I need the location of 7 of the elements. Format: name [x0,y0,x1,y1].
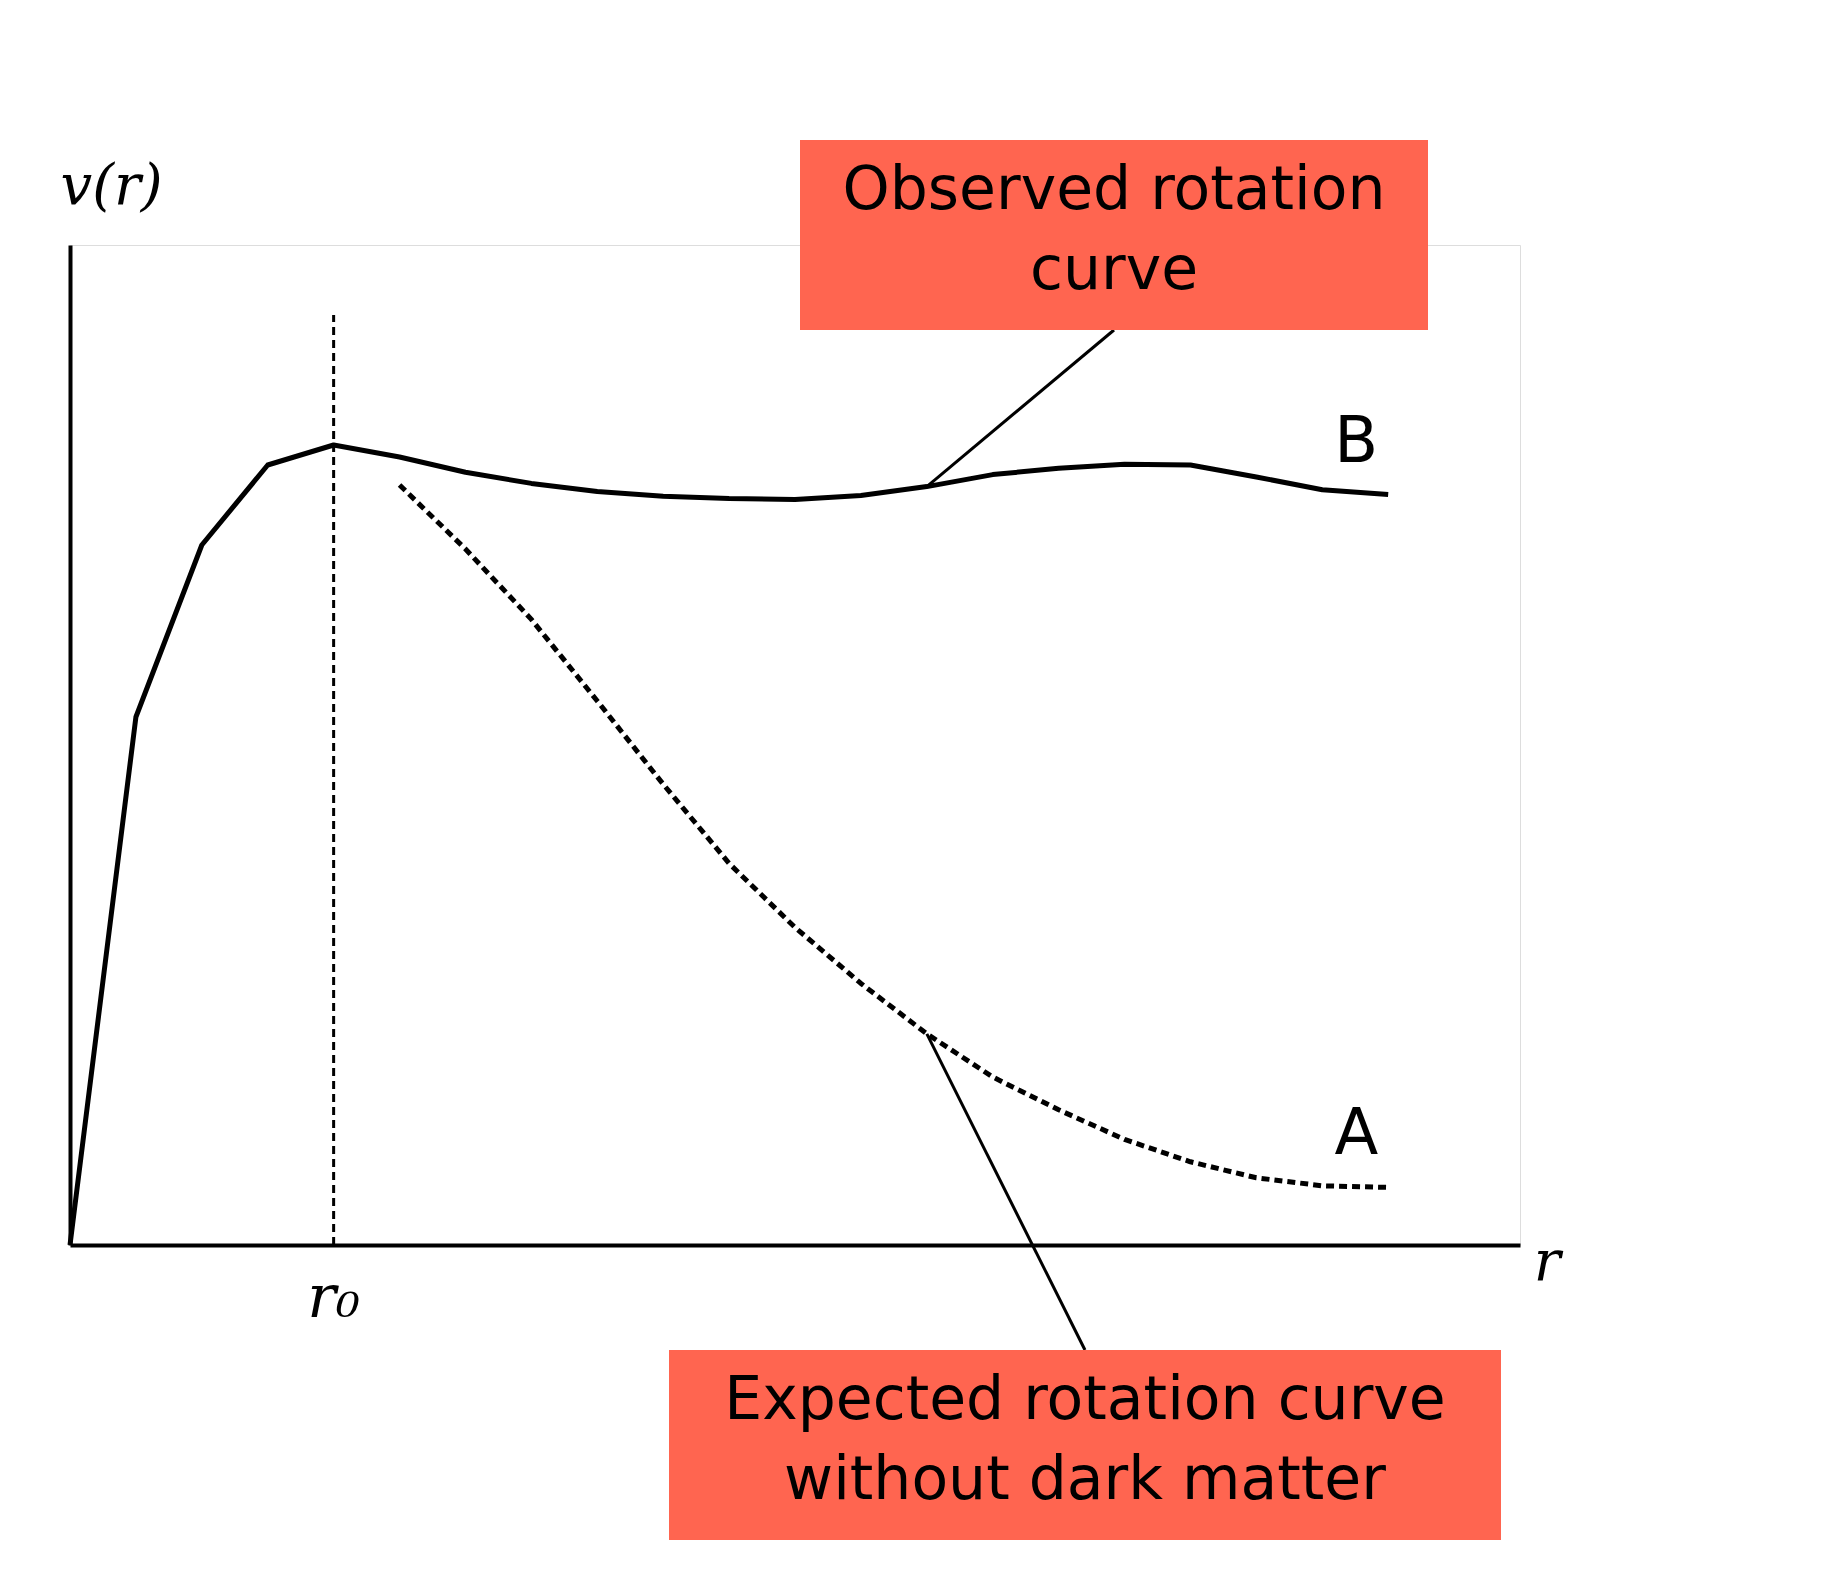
text: Observed rotation curve [842,153,1386,303]
y-axis-title: v(r) [60,151,163,217]
x-axis-title: r [1533,1227,1564,1293]
text: r₀ [307,1261,360,1331]
series-label: A [1334,1095,1379,1170]
series-label: B [1334,402,1379,477]
text: Expected rotation curve without dark matter [724,1363,1446,1513]
